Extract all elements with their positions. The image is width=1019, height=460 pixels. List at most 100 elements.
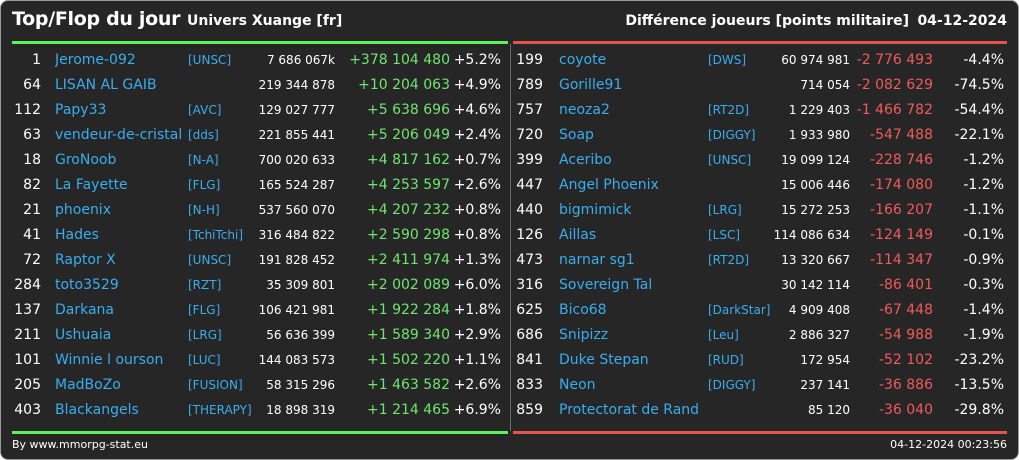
player-name-link[interactable]: Bico68	[559, 302, 607, 318]
universe-label: Univers Xuange [fr]	[187, 13, 343, 29]
player-name-link[interactable]: Angel Phoenix	[559, 177, 659, 193]
player-name-link[interactable]: Duke Stepan	[559, 352, 649, 368]
alliance-tag-link[interactable]: [UNSC]	[708, 153, 752, 167]
player-rank: 211	[14, 327, 41, 343]
site-credit[interactable]: By www.mmorpg-stat.eu	[12, 438, 148, 451]
points-difference: +1 214 465	[367, 402, 450, 418]
table-row: 64 LISAN AL GAIB 219 344 878 +10 204 063 +4.…	[12, 73, 508, 98]
points-difference: -228 746	[870, 152, 933, 168]
player-rank: 1	[32, 52, 41, 68]
alliance-tag-link[interactable]: [FLG]	[188, 303, 221, 317]
player-name-link[interactable]: Aillas	[559, 227, 597, 243]
percent-change: +2.6%	[453, 377, 501, 393]
alliance-tag-link[interactable]: [FLG]	[188, 178, 221, 192]
alliance-tag-link[interactable]: [N-A]	[188, 153, 219, 167]
player-name-link[interactable]: vendeur-de-cristal	[55, 127, 183, 143]
points-difference: -52 102	[878, 352, 933, 368]
player-name-link[interactable]: Neon	[559, 377, 596, 393]
alliance-tag-link[interactable]: [RT2D]	[708, 103, 750, 117]
player-points: 30 142 114	[781, 278, 850, 292]
table-row: 316 Sovereign Tal 30 142 114 -86 401 -0.3%	[513, 273, 1007, 298]
percent-change: +4.6%	[453, 102, 501, 118]
player-points: 19 099 124	[781, 153, 850, 167]
points-difference: +5 206 049	[367, 127, 450, 143]
player-name-link[interactable]: Winnie l ourson	[55, 352, 164, 368]
player-name-link[interactable]: Papy33	[55, 102, 107, 118]
player-name-link[interactable]: coyote	[559, 52, 607, 68]
stat-type-label: Différence joueurs [points militaire]	[625, 13, 909, 29]
player-rank: 625	[516, 302, 543, 318]
points-difference: -1 466 782	[856, 102, 933, 118]
player-points: 191 828 452	[258, 253, 335, 267]
alliance-tag-link[interactable]: [DarkStar]	[708, 303, 771, 317]
table-row: 72 Raptor X [UNSC] 191 828 452 +2 411 974 +1.…	[12, 248, 508, 273]
player-name-link[interactable]: Protectorat de Rand	[559, 402, 700, 418]
player-name-link[interactable]: Blackangels	[55, 402, 139, 418]
alliance-tag-link[interactable]: [LRG]	[708, 203, 742, 217]
player-name-link[interactable]: Jerome-092	[55, 52, 136, 68]
alliance-tag-link[interactable]: [UNSC]	[188, 253, 232, 267]
player-name-link[interactable]: LISAN AL GAIB	[55, 77, 157, 93]
player-name-link[interactable]: Raptor X	[55, 252, 116, 268]
player-name-link[interactable]: phoenix	[55, 202, 111, 218]
alliance-tag-link[interactable]: [DWS]	[708, 53, 747, 67]
alliance-tag-link[interactable]: [FUSION]	[188, 378, 243, 392]
alliance-tag-link[interactable]: [DIGGY]	[708, 128, 756, 142]
player-name-link[interactable]: MadBoZo	[55, 377, 121, 393]
player-points: 316 484 822	[258, 228, 335, 242]
player-name-link[interactable]: toto3529	[55, 277, 119, 293]
report-date: 04-12-2024	[917, 13, 1007, 29]
player-name-link[interactable]: GroNoob	[55, 152, 117, 168]
player-name-link[interactable]: narnar sg1	[559, 252, 635, 268]
player-points: 85 120	[808, 403, 850, 417]
alliance-tag-link[interactable]: [THERAPY]	[188, 403, 252, 417]
alliance-tag-link[interactable]: [AVC]	[188, 103, 222, 117]
player-points: 219 344 878	[258, 78, 335, 92]
player-name-link[interactable]: Aceribo	[559, 152, 612, 168]
percent-change: -54.4%	[954, 102, 1004, 118]
player-name-link[interactable]: Hades	[55, 227, 99, 243]
percent-change: +4.9%	[453, 77, 501, 93]
player-name-link[interactable]: neoza2	[559, 102, 610, 118]
player-rank: 63	[23, 127, 41, 143]
percent-change: +2.9%	[453, 327, 501, 343]
points-difference: +5 638 696	[367, 102, 450, 118]
player-rank: 841	[516, 352, 543, 368]
table-row: 137 Darkana [FLG] 106 421 981 +1 922 284 +1.8…	[12, 298, 508, 323]
player-name-link[interactable]: Snipizz	[559, 327, 609, 343]
player-name-link[interactable]: Soap	[559, 127, 594, 143]
points-difference: -86 401	[878, 277, 933, 293]
player-name-link[interactable]: La Fayette	[55, 177, 128, 193]
alliance-tag-link[interactable]: [LUC]	[188, 353, 221, 367]
alliance-tag-link[interactable]: [RZT]	[188, 278, 222, 292]
alliance-tag-link[interactable]: [LRG]	[188, 328, 222, 342]
table-row: 440 bigmimick [LRG] 15 272 253 -166 207 -1.1%	[513, 198, 1007, 223]
player-name-link[interactable]: Ushuaia	[55, 327, 112, 343]
table-row: 720 Soap [DIGGY] 1 933 980 -547 488 -22.1%	[513, 123, 1007, 148]
player-points: 2 886 327	[788, 328, 850, 342]
player-name-link[interactable]: Gorille91	[559, 77, 623, 93]
alliance-tag-link[interactable]: [dds]	[188, 128, 219, 142]
alliance-tag-link[interactable]: [Leu]	[708, 328, 739, 342]
percent-change: +6.0%	[453, 277, 501, 293]
player-rank: 440	[516, 202, 543, 218]
player-points: 106 421 981	[258, 303, 335, 317]
alliance-tag-link[interactable]: [RUD]	[708, 353, 744, 367]
alliance-tag-link[interactable]: [RT2D]	[708, 253, 750, 267]
alliance-tag-link[interactable]: [UNSC]	[188, 53, 232, 67]
table-row: 625 Bico68 [DarkStar] 4 909 408 -67 448 -1.4%	[513, 298, 1007, 323]
table-row: 403 Blackangels [THERAPY] 18 898 319 +1 214 …	[12, 398, 508, 423]
points-difference: -166 207	[870, 202, 933, 218]
player-name-link[interactable]: Sovereign Tal	[559, 277, 653, 293]
points-difference: +2 002 089	[367, 277, 450, 293]
table-row: 473 narnar sg1 [RT2D] 13 320 667 -114 347 -0.…	[513, 248, 1007, 273]
alliance-tag-link[interactable]: [DIGGY]	[708, 378, 756, 392]
points-difference: +4 253 597	[367, 177, 450, 193]
alliance-tag-link[interactable]: [LSC]	[708, 228, 741, 242]
player-name-link[interactable]: bigmimick	[559, 202, 632, 218]
alliance-tag-link[interactable]: [TchiTchi]	[188, 228, 244, 242]
player-name-link[interactable]: Darkana	[55, 302, 115, 318]
points-difference: -67 448	[878, 302, 933, 318]
alliance-tag-link[interactable]: [N-H]	[188, 203, 220, 217]
player-points: 221 855 441	[258, 128, 335, 142]
